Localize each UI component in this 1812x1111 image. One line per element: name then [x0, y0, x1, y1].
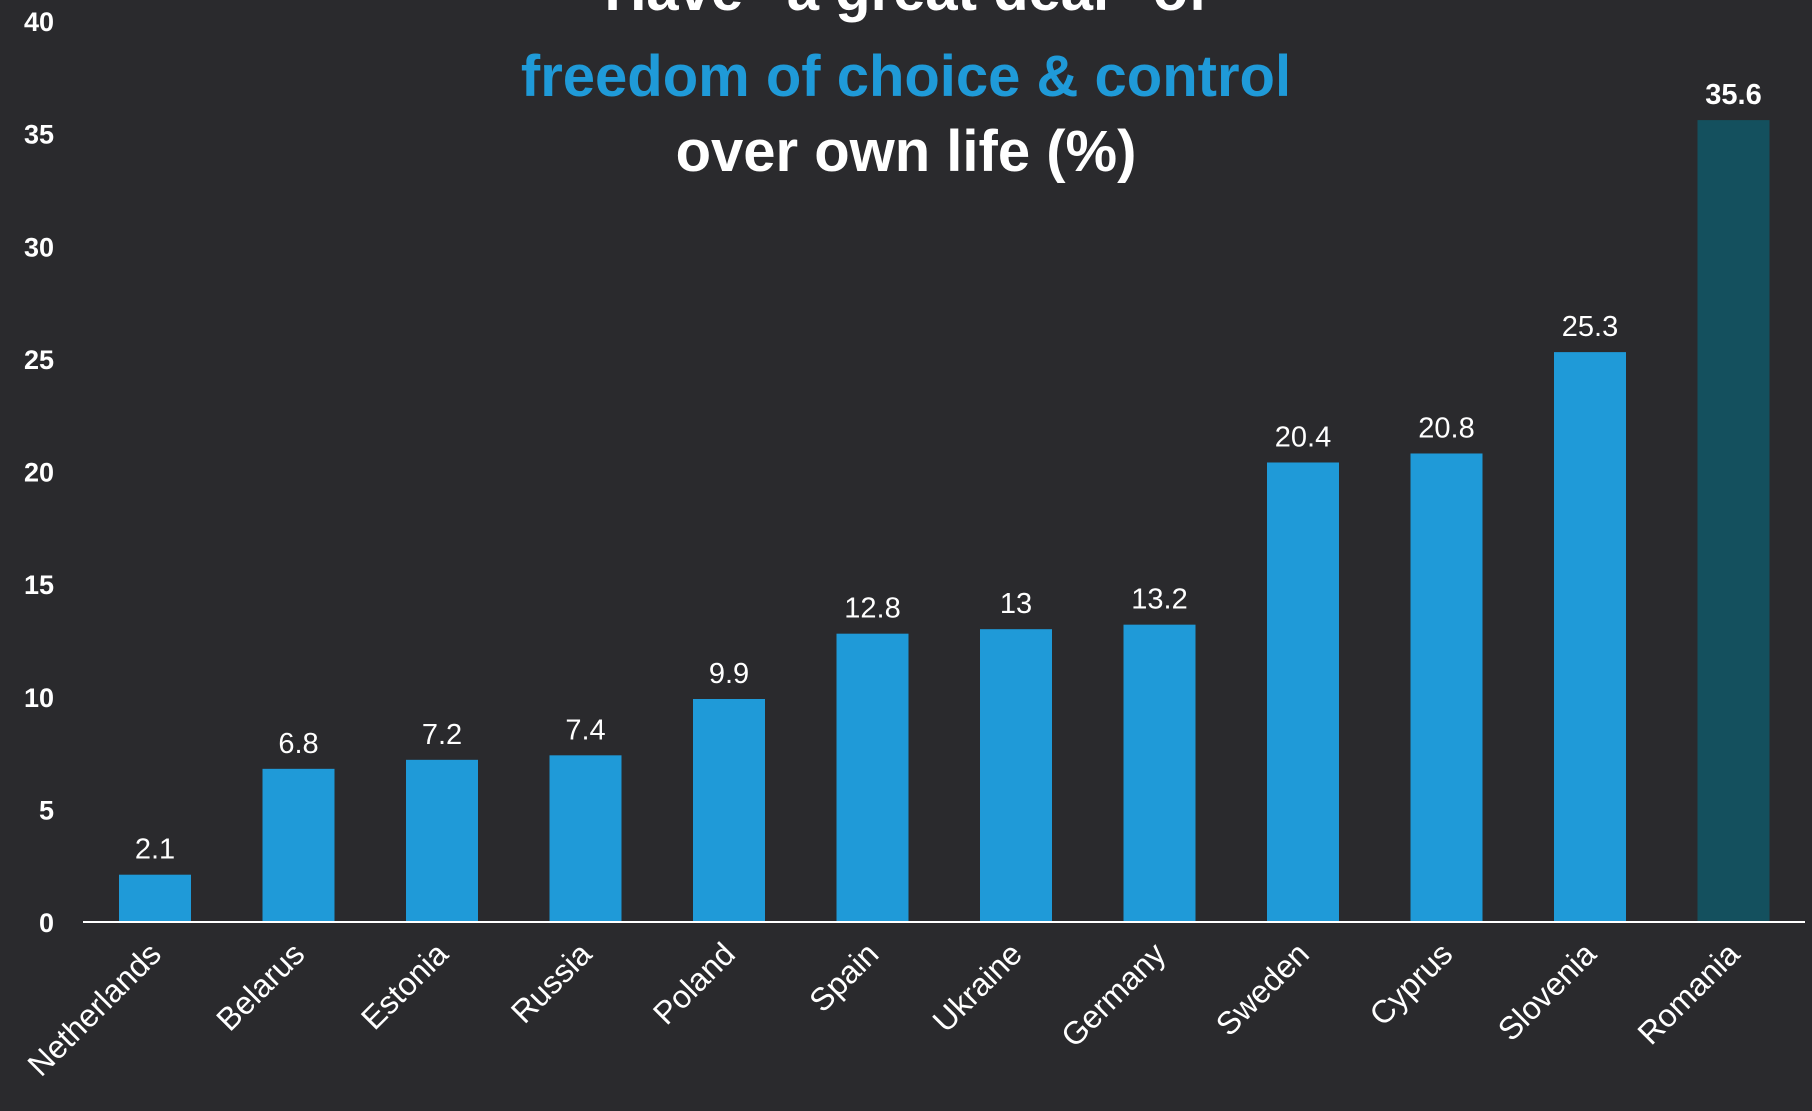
- bar-russia: [549, 755, 622, 922]
- data-label: 13: [1000, 588, 1032, 620]
- y-tick-label: 20: [24, 458, 54, 488]
- bars: [119, 120, 1770, 923]
- x-tick-label: Poland: [646, 935, 742, 1031]
- x-tick-label: Spain: [802, 935, 885, 1018]
- data-label: 13.2: [1131, 584, 1187, 616]
- data-label: 7.4: [565, 714, 605, 746]
- bar-belarus: [262, 768, 335, 922]
- y-tick-label: 40: [24, 7, 54, 37]
- chart-title-line: over own life (%): [676, 119, 1137, 184]
- bar-estonia: [406, 759, 478, 922]
- y-tick-label: 30: [24, 232, 54, 262]
- y-tick-label: 15: [24, 570, 54, 600]
- y-tick-label: 35: [24, 120, 54, 150]
- data-label: 20.8: [1418, 412, 1474, 444]
- data-label: 25.3: [1562, 311, 1618, 343]
- data-label: 2.1: [135, 834, 175, 866]
- bar-cyprus: [1410, 453, 1483, 922]
- x-tick-label: Netherlands: [20, 935, 167, 1082]
- y-tick-label: 25: [24, 345, 54, 375]
- chart-title: Have "a great deal" of freedom of choice …: [521, 0, 1291, 184]
- x-tick-label: Cyprus: [1362, 935, 1459, 1032]
- bar-ukraine: [980, 629, 1052, 922]
- x-tick-label: Ukraine: [926, 935, 1029, 1038]
- y-tick-label: 10: [24, 683, 54, 713]
- x-tick-label: Slovenia: [1491, 935, 1603, 1047]
- y-tick-label: 0: [39, 908, 54, 938]
- x-tick-label: Romania: [1630, 935, 1746, 1051]
- bar-sweden: [1267, 462, 1339, 922]
- data-label: 35.6: [1705, 79, 1761, 111]
- chart-title-line: Have "a great deal" of: [605, 0, 1209, 23]
- data-label: 12.8: [844, 593, 900, 625]
- data-label: 20.4: [1275, 421, 1331, 453]
- x-axis: Netherlands Belarus Estonia Russia Poland Spa…: [20, 935, 1746, 1083]
- bar-poland: [693, 699, 765, 922]
- x-tick-label: Belarus: [209, 935, 311, 1037]
- data-label: 7.2: [422, 719, 462, 751]
- y-tick-label: 5: [39, 795, 54, 825]
- chart-title-line: freedom of choice & control: [521, 44, 1291, 109]
- bar-germany: [1123, 624, 1196, 922]
- bar-netherlands: [119, 874, 191, 922]
- y-axis: 0 5 10 15 20 25 30 35 40: [24, 7, 54, 938]
- data-label: 6.8: [278, 728, 318, 760]
- bar-slovenia: [1554, 352, 1626, 922]
- x-tick-label: Germany: [1054, 935, 1173, 1054]
- data-labels: 2.1 6.8 7.2 7.4 9.9 12.8 13 13.2 20.4 20.8 25.3 35.…: [135, 79, 1762, 866]
- x-tick-label: Estonia: [354, 935, 455, 1036]
- data-label: 9.9: [709, 658, 749, 690]
- bar-spain: [836, 633, 909, 922]
- x-tick-label: Sweden: [1209, 935, 1316, 1042]
- bar-romania: [1697, 120, 1770, 923]
- x-tick-label: Russia: [504, 935, 599, 1030]
